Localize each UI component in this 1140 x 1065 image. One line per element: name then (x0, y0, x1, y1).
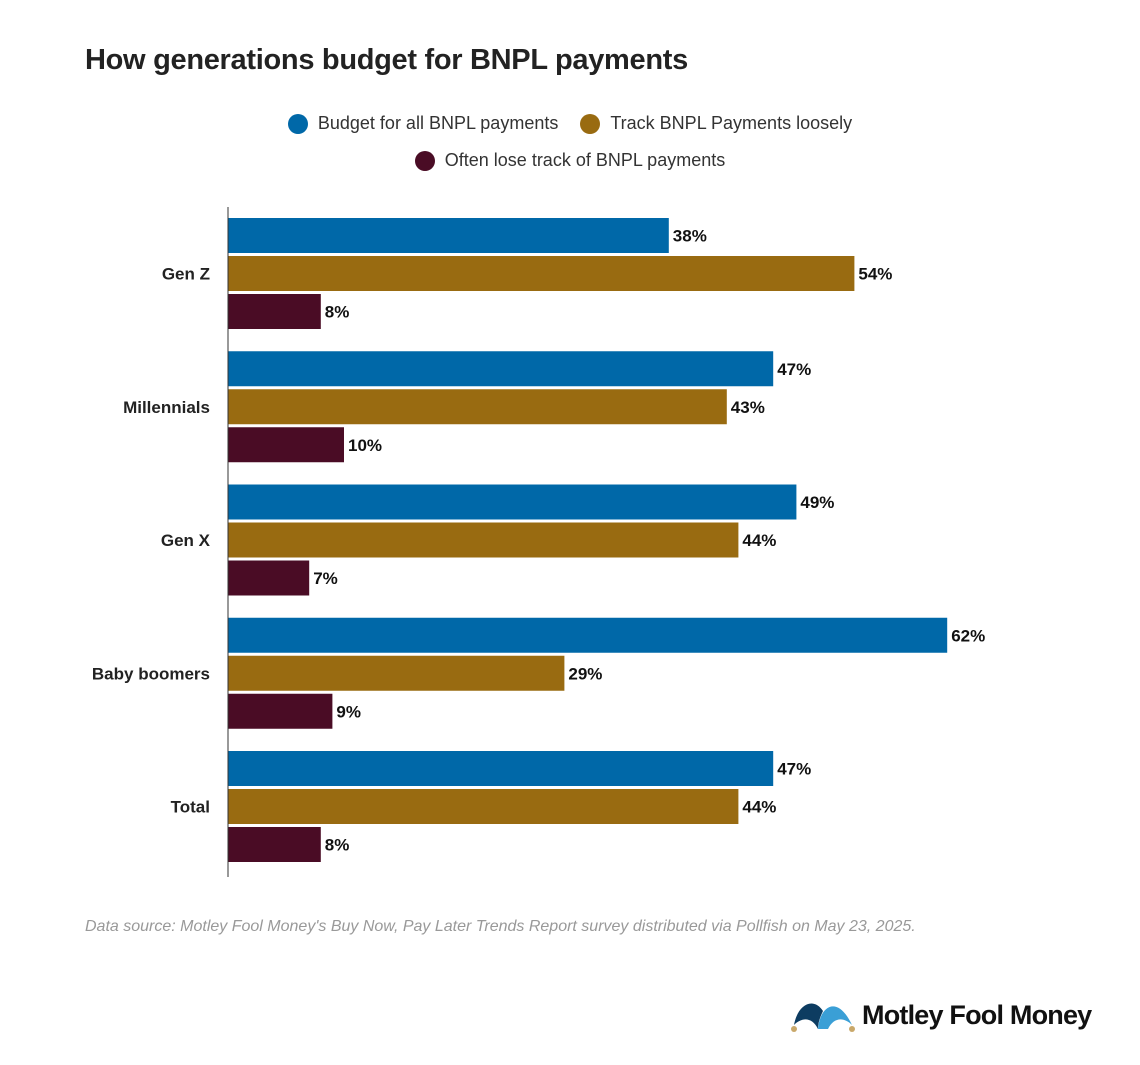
bar-gen-z-2 (228, 294, 321, 329)
bar-total-1 (228, 789, 739, 824)
data-label-gen-x-0: 49% (800, 493, 834, 512)
bar-total-2 (228, 827, 321, 862)
data-label-millennials-0: 47% (777, 360, 811, 379)
motley-fool-money-logo: Motley Fool Money (790, 995, 1092, 1035)
jester-hat-icon (791, 1003, 855, 1032)
bar-gen-x-2 (228, 560, 310, 596)
bar-gen-x-1 (228, 522, 739, 558)
bar-baby-boomers-0 (228, 617, 948, 653)
data-label-total-0: 47% (777, 760, 811, 779)
data-label-baby-boomers-2: 9% (336, 702, 361, 721)
bar-baby-boomers-2 (228, 693, 333, 729)
logo-text: Motley Fool Money (862, 999, 1092, 1030)
data-label-total-1: 44% (742, 798, 776, 817)
data-label-gen-z-0: 38% (673, 227, 707, 246)
bar-gen-z-1 (228, 256, 855, 291)
category-label-total: Total (171, 798, 210, 817)
data-label-gen-x-1: 44% (742, 531, 776, 550)
legend-swatch-lose (414, 150, 435, 171)
bar-baby-boomers-1 (228, 655, 565, 691)
legend-label-lose: Often lose track of BNPL payments (444, 150, 726, 170)
bar-gen-z-0 (228, 218, 669, 253)
data-label-baby-boomers-1: 29% (568, 664, 602, 683)
legend-label-budget: Budget for all BNPL payments (317, 113, 559, 133)
category-label-millennials: Millennials (123, 398, 210, 417)
legend-item-budget: Budget for all BNPL payments (287, 113, 559, 134)
data-label-baby-boomers-0: 62% (951, 626, 985, 645)
data-label-millennials-2: 10% (348, 436, 382, 455)
bar-millennials-2 (228, 427, 344, 463)
bar-millennials-1 (228, 389, 727, 425)
data-label-gen-x-2: 7% (313, 569, 338, 588)
category-label-gen-x: Gen X (161, 531, 211, 550)
data-label-gen-z-2: 8% (325, 303, 350, 322)
legend-swatch-track (580, 113, 601, 134)
legend-item-track: Track BNPL Payments loosely (580, 113, 852, 134)
chart-title: How generations budget for BNPL payments (85, 44, 688, 76)
category-label-baby-boomers: Baby boomers (92, 664, 210, 683)
bar-gen-x-0 (228, 484, 797, 520)
data-label-gen-z-1: 54% (858, 265, 892, 284)
legend-swatch-budget (287, 113, 308, 134)
legend-label-track: Track BNPL Payments loosely (610, 113, 853, 133)
category-label-gen-z: Gen Z (162, 265, 210, 284)
data-label-total-2: 8% (325, 836, 350, 855)
data-source-note: Data source: Motley Fool Money's Buy Now… (85, 918, 916, 935)
legend-item-lose: Often lose track of BNPL payments (414, 150, 726, 171)
bar-total-0 (228, 751, 774, 786)
data-label-millennials-1: 43% (731, 398, 765, 417)
bar-millennials-0 (228, 351, 774, 387)
